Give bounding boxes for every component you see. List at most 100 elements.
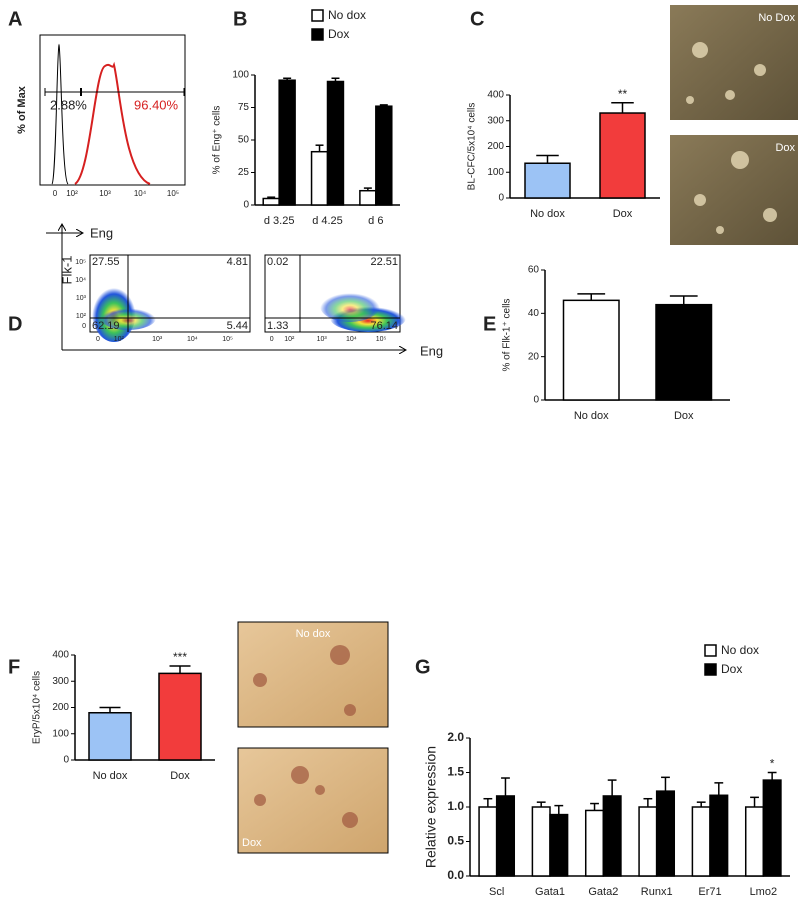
- x-axis-label: Eng: [90, 225, 113, 240]
- y-tick-label: 10⁵: [75, 259, 86, 266]
- x-tick-label: 10²: [284, 336, 295, 343]
- panel-letter: D: [8, 313, 22, 335]
- x-tick-label: No dox: [530, 208, 565, 220]
- y-tick-label: 100: [487, 167, 504, 178]
- x-tick-label: 10²: [114, 336, 125, 343]
- legend-label: Dox: [721, 662, 742, 676]
- flow-frame: [89, 254, 251, 333]
- x-tick-label: d 3.25: [264, 215, 295, 227]
- cell-colonies: [686, 42, 777, 234]
- y-tick-label: 100: [52, 728, 69, 739]
- x-tick-label: 0: [53, 189, 58, 198]
- bar: [638, 806, 658, 877]
- y-tick-label: 50: [238, 135, 250, 146]
- bar: [691, 806, 711, 877]
- y-tick-label: 10²: [76, 313, 87, 320]
- x-tick-label: 10³: [152, 336, 163, 343]
- x-tick-label: 10³: [317, 336, 328, 343]
- legend-swatch: [704, 644, 717, 657]
- image-label: No Dox: [758, 12, 795, 24]
- x-tick-label: Gata2: [588, 886, 618, 898]
- flow-frame: [264, 254, 401, 333]
- bar: [655, 303, 713, 401]
- y-axis-label: % of Flk-1⁺ cells: [502, 298, 513, 371]
- y-tick-label: 2.0: [447, 730, 464, 744]
- panel-letter: A: [8, 8, 22, 30]
- y-tick-label: 60: [528, 265, 540, 276]
- bar: [262, 197, 280, 206]
- x-tick-label: 10³: [99, 189, 111, 198]
- bar: [655, 790, 676, 877]
- x-tick-label: 10⁴: [346, 336, 357, 343]
- bar: [549, 813, 569, 877]
- image-label: Dox: [242, 837, 262, 849]
- x-tick-label: Dox: [613, 208, 633, 220]
- bar: [602, 795, 622, 877]
- y-tick-label: 0.5: [447, 834, 464, 848]
- histogram-frame: [39, 34, 186, 186]
- y-axis-label: BL-CFC/5x10⁴ cells: [467, 103, 478, 191]
- legend-swatch: [311, 9, 324, 22]
- image-label: No dox: [296, 628, 331, 640]
- density-cloud: [320, 290, 380, 322]
- bar: [562, 299, 620, 401]
- legend-swatch: [704, 663, 717, 676]
- y-axis-label: % of Max: [16, 85, 28, 134]
- panel-letter: B: [233, 8, 247, 30]
- y-tick-label: 1.5: [447, 765, 464, 779]
- x-tick-label: Lmo2: [750, 886, 778, 898]
- bar: [278, 79, 296, 206]
- x-tick-label: d 4.25: [312, 215, 343, 227]
- quadrant-value: 22.51: [370, 256, 398, 268]
- cell-colonies: [253, 645, 358, 828]
- x-axis-label: Eng: [420, 343, 443, 358]
- bar: [495, 795, 516, 877]
- y-tick-label: 0: [498, 193, 504, 204]
- quadrant-value: 76.14: [370, 320, 398, 332]
- gate-label: 96.40%: [134, 97, 179, 112]
- y-tick-label: 0: [82, 323, 86, 330]
- panel-letter: G: [415, 656, 431, 678]
- y-tick-label: 0: [243, 200, 249, 211]
- x-tick-label: 0: [270, 336, 274, 343]
- bar: [524, 162, 571, 199]
- panel-letter: C: [470, 8, 484, 30]
- quadrant-value: 5.44: [227, 320, 248, 332]
- x-tick-label: 10⁵: [222, 336, 233, 343]
- bar: [584, 809, 605, 877]
- bar: [359, 189, 377, 206]
- x-tick-label: 10⁵: [167, 189, 179, 198]
- bar: [709, 794, 729, 877]
- histogram-curve: [51, 43, 69, 185]
- x-tick-label: Dox: [170, 770, 190, 782]
- y-tick-label: 0.0: [447, 868, 464, 882]
- quadrant-value: 1.33: [267, 320, 288, 332]
- bar: [599, 112, 646, 199]
- bar: [158, 672, 202, 761]
- x-tick-label: Scl: [489, 886, 504, 898]
- x-tick-label: 10⁴: [134, 189, 147, 198]
- x-tick-label: No dox: [93, 770, 128, 782]
- histogram-curve: [74, 61, 151, 185]
- y-tick-label: 100: [232, 70, 249, 81]
- x-tick-label: Gata1: [535, 886, 565, 898]
- bar: [744, 806, 765, 877]
- y-tick-label: 0: [533, 395, 539, 406]
- significance: **: [618, 87, 628, 101]
- significance: *: [770, 757, 775, 771]
- legend-label: No dox: [721, 643, 759, 657]
- legend-label: Dox: [328, 27, 349, 41]
- x-tick-label: Er71: [698, 886, 721, 898]
- bar: [762, 779, 782, 877]
- bar: [478, 806, 498, 877]
- y-axis-label: Relative expression: [423, 746, 439, 868]
- y-tick-label: 200: [487, 141, 504, 152]
- y-tick-label: 300: [52, 676, 69, 687]
- x-tick-label: d 6: [368, 215, 383, 227]
- y-tick-label: 75: [238, 102, 250, 113]
- y-tick-label: 400: [487, 90, 504, 101]
- gate-label: 2.88%: [50, 97, 87, 112]
- y-tick-label: 10⁴: [75, 277, 86, 284]
- y-axis-label: EryP/5x10⁴ cells: [32, 671, 43, 744]
